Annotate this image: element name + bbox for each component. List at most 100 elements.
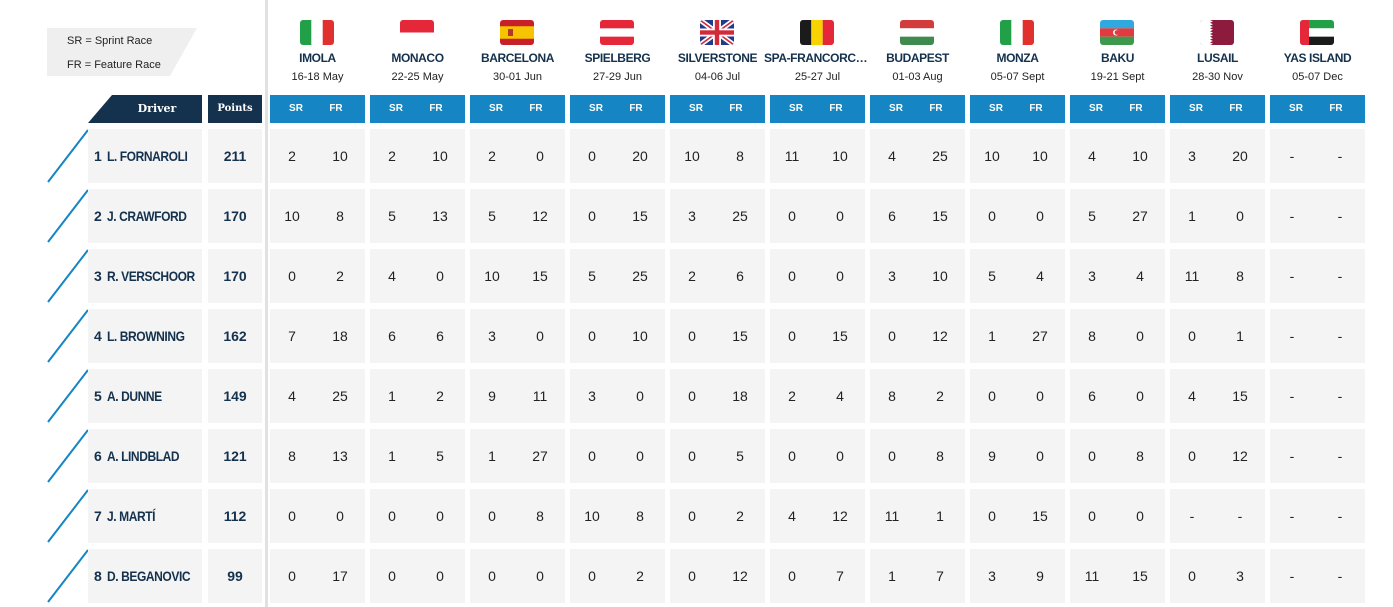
driver-name[interactable]: J. MARTÍ <box>107 508 156 524</box>
feature-result: 0 <box>1136 508 1144 524</box>
race-dates: 01-03 Aug <box>892 71 943 83</box>
race-name[interactable]: SILVERSTONE <box>677 51 758 65</box>
driver-cell[interactable]: 1 L. FORNAROLI <box>88 129 202 183</box>
driver-name[interactable]: A. DUNNE <box>107 388 162 404</box>
standings-row: 3 R. VERSCHOOR 170 0 2 4 0 10 15 5 25 2 6 0 0 3 10 5 4 3 4 11… <box>0 249 1393 303</box>
race-name[interactable]: BAKU <box>1100 51 1135 65</box>
sprint-result: 0 <box>1188 568 1196 584</box>
sprint-result: 4 <box>788 508 796 524</box>
standings-row: 1 L. FORNAROLI 211 2 10 2 10 2 0 0 20 10 8 11 10 4 25 10 1… <box>0 129 1393 183</box>
race-name[interactable]: IMOLA <box>299 51 336 65</box>
race-name[interactable]: SPIELBERG <box>584 51 651 65</box>
race-result-cell: 9 11 <box>470 369 565 423</box>
driver-position: 6 <box>94 448 102 464</box>
feature-result: 2 <box>636 568 644 584</box>
race-result-cell: 3 20 <box>1170 129 1265 183</box>
sprint-result: 0 <box>1088 448 1096 464</box>
race-result-cell: -- <box>1270 189 1365 243</box>
driver-cell[interactable]: 8 D. BEGANOVIC <box>88 549 202 603</box>
sprint-result: - <box>1289 208 1295 224</box>
sprint-race-label: SR <box>889 103 903 114</box>
driver-name[interactable]: A. LINDBLAD <box>107 448 180 464</box>
race-result-cell: 0 18 <box>670 369 765 423</box>
race-result-cell: -- <box>1270 369 1365 423</box>
sprint-result: 2 <box>288 148 296 164</box>
feature-result: 10 <box>932 268 948 284</box>
race-result-cell: 1 27 <box>970 309 1065 363</box>
driver-name[interactable]: R. VERSCHOOR <box>107 268 195 284</box>
feature-result: 10 <box>1132 148 1148 164</box>
row-accent-stripe <box>47 369 89 423</box>
race-result-cell: 4 25 <box>870 129 965 183</box>
sprint-result: 0 <box>788 448 796 464</box>
feature-result: 25 <box>732 208 748 224</box>
sprint-result: 0 <box>788 568 796 584</box>
feature-result: 6 <box>436 328 444 344</box>
feature-race-label: FR <box>829 103 843 114</box>
legend-sprint: SR = Sprint Race <box>67 35 153 47</box>
feature-result: 15 <box>732 328 748 344</box>
sprint-result: 0 <box>588 568 596 584</box>
feature-result: 12 <box>1232 448 1248 464</box>
feature-result: - <box>1337 508 1343 524</box>
feature-race-label: FR <box>729 103 743 114</box>
driver-cell[interactable]: 6 A. LINDBLAD <box>88 429 202 483</box>
sprint-result: 9 <box>988 448 996 464</box>
driver-points: 162 <box>208 309 262 363</box>
race-name[interactable]: MONACO <box>391 51 444 65</box>
driver-cell[interactable]: 5 A. DUNNE <box>88 369 202 423</box>
race-name[interactable]: SPA-FRANCORCHAMPS <box>764 51 871 65</box>
row-accent-stripe <box>47 189 89 243</box>
race-result-cell: -- <box>1270 429 1365 483</box>
driver-name[interactable]: D. BEGANOVIC <box>107 568 191 584</box>
sprint-result: 0 <box>588 208 596 224</box>
driver-name[interactable]: L. BROWNING <box>107 328 185 344</box>
driver-cell[interactable]: 2 J. CRAWFORD <box>88 189 202 243</box>
race-name[interactable]: YAS ISLAND <box>1283 51 1352 65</box>
austria-flag-icon <box>600 20 634 45</box>
race-dates: 22-25 May <box>391 71 444 83</box>
race-result-cell: 10 8 <box>270 189 365 243</box>
sprint-result: 8 <box>288 448 296 464</box>
race-name[interactable]: BUDAPEST <box>886 51 949 65</box>
sprint-result: 2 <box>788 388 796 404</box>
sprint-race-label: SR <box>1189 103 1203 114</box>
sprint-result: - <box>1289 568 1295 584</box>
race-name[interactable]: BARCELONA <box>480 51 555 65</box>
feature-race-label: FR <box>629 103 643 114</box>
feature-result: 15 <box>832 328 848 344</box>
feature-result: 4 <box>1036 268 1044 284</box>
sprint-result: 1 <box>888 568 896 584</box>
driver-name[interactable]: L. FORNAROLI <box>107 148 188 164</box>
race-name[interactable]: LUSAIL <box>1197 51 1238 65</box>
race-result-cell: 0 17 <box>270 549 365 603</box>
race-dates: 27-29 Jun <box>593 71 642 83</box>
driver-cell[interactable]: 3 R. VERSCHOOR <box>88 249 202 303</box>
driver-name[interactable]: J. CRAWFORD <box>107 208 187 224</box>
driver-cell[interactable]: 4 L. BROWNING <box>88 309 202 363</box>
sprint-result: 9 <box>488 388 496 404</box>
driver-cell[interactable]: 7 J. MARTÍ <box>88 489 202 543</box>
race-result-cell: 0 15 <box>570 189 665 243</box>
sprint-race-label: SR <box>389 103 403 114</box>
race-subheader: SR FR <box>670 95 765 123</box>
race-name[interactable]: MONZA <box>996 51 1039 65</box>
sprint-result: 0 <box>988 208 996 224</box>
sprint-result: 0 <box>388 568 396 584</box>
row-accent-stripe <box>47 129 89 183</box>
azerbaijan-flag-icon <box>1100 20 1134 45</box>
